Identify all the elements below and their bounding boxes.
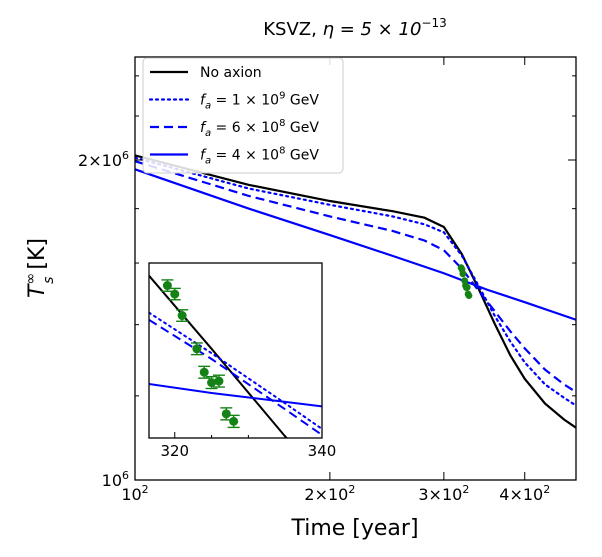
inset-obs-point: [229, 416, 239, 426]
legend-label-3: fa = 4 × 108 GeV: [200, 146, 319, 167]
y-tick-label: 106: [102, 469, 129, 490]
legend-label-1: fa = 1 × 109 GeV: [200, 91, 319, 112]
y-axis-label: T∞ s [K]: [23, 238, 57, 298]
inset-x-tick-label: 320: [160, 442, 189, 460]
inset-series-line-3: [149, 383, 322, 408]
y-tick-label: 2×106: [78, 149, 129, 170]
x-tick-label: 4×102: [499, 483, 550, 504]
inset-obs-point: [170, 289, 180, 299]
main-series-group: [135, 154, 576, 429]
legend-box: [142, 57, 344, 174]
legend-label-2: fa = 6 × 108 GeV: [200, 118, 319, 139]
main-axis-ticks: 102 2×102 3×102 4×102 106 2×106: [78, 57, 576, 504]
inset-obs-point: [199, 367, 209, 377]
inset-obs-point: [192, 344, 202, 354]
legend-label-0: No axion: [200, 65, 262, 81]
x-tick-label: 102: [121, 483, 148, 504]
series-line-1: [135, 156, 576, 407]
inset-obs-point: [177, 311, 187, 321]
x-tick-label: 3×102: [418, 483, 469, 504]
inset-axis-ticks: 320 340: [160, 432, 336, 460]
series-line-3: [135, 168, 576, 321]
x-axis-label: Time [year]: [290, 516, 418, 541]
inset-obs-point: [207, 378, 217, 388]
inset-frame: [148, 262, 323, 439]
chart-title: KSVZ, η = 5 × 10−13: [263, 16, 446, 40]
obs-point: [459, 270, 467, 278]
inset-series-line-2: [149, 318, 322, 436]
inset-obs-point: [214, 376, 224, 386]
inset-x-tick-label: 340: [308, 442, 337, 460]
inset-obs-point: [221, 409, 231, 419]
legend: No axion fa = 1 × 109 GeV fa = 6 × 108 GeV…: [142, 57, 344, 174]
plot-frame: [134, 56, 577, 481]
series-line-2: [135, 160, 576, 393]
obs-point: [463, 283, 471, 291]
inset-chart: 320 340: [148, 262, 336, 460]
x-tick-label: 2×102: [304, 483, 355, 504]
obs-point: [465, 292, 473, 299]
main-observations: [457, 264, 473, 299]
inset-series-line-1: [149, 311, 322, 430]
inset-observations: [161, 279, 240, 429]
